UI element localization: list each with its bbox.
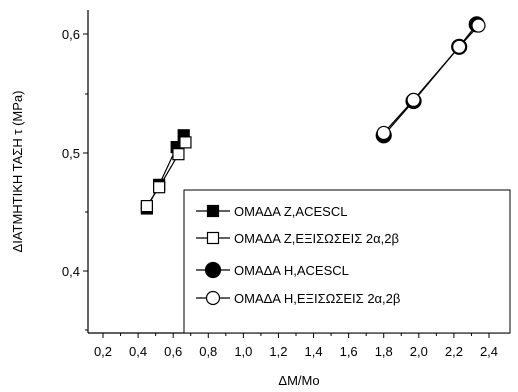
data-point [376,125,391,141]
legend-label: ΟΜΑΔΑ Η,ΕΞΙΣΩΣΕΙΣ 2α,2β [234,291,400,306]
legend-label: ΟΜΑΔΑ Ζ,ΕΞΙΣΩΣΕΙΣ 2α,2β [234,231,399,246]
x-tick-label: 2,2 [445,344,463,359]
legend-marker [206,204,220,218]
series-line [383,25,479,134]
data-point [153,181,166,194]
legend-label: ΟΜΑΔΑ Ζ,ACESCL [234,204,347,219]
y-ticks: 0,4 0,5 0,6 [62,27,88,331]
legend-marker [205,290,221,306]
x-tick-label: 2,4 [480,344,498,359]
x-tick-label: 0,4 [129,344,147,359]
x-tick-label: 2,0 [410,344,428,359]
legend-box [183,189,511,334]
series-4 [376,18,486,141]
x-tick-label: 1,8 [375,344,393,359]
data-point [140,200,153,213]
legend-label: ΟΜΑΔΑ Η,ACESCL [234,263,349,278]
x-tick-label: 1,2 [269,344,287,359]
series-2 [140,136,192,213]
x-tick-label: 1,4 [305,344,323,359]
series-layer [140,16,486,215]
legend-marker [206,231,220,245]
legend-item: ΟΜΑΔΑ Ζ,ΕΞΙΣΩΣΕΙΣ 2α,2β [196,231,399,246]
x-tick-label: 1,6 [340,344,358,359]
y-tick-label: 0,6 [62,27,80,42]
x-axis-title: ΔM/Mo [278,373,319,388]
legend-item: ΟΜΑΔΑ Η,ΕΞΙΣΩΣΕΙΣ 2α,2β [196,290,400,306]
data-point [179,136,192,149]
x-tick-label: 0,6 [164,344,182,359]
data-point [452,39,467,54]
legend: ΟΜΑΔΑ Ζ,ACESCL ΟΜΑΔΑ Ζ,ΕΞΙΣΩΣΕΙΣ 2α,2β ΟΜΑ… [183,189,511,334]
x-ticks: 0,2 0,4 0,6 0,8 1,0 1,2 1,4 1,6 1,8 2,0 2,2 2,4 [94,333,498,359]
y-tick-label: 0,5 [62,146,80,161]
y-axis-title: ΔΙΑΤΜΗΤΙΚΗ ΤΑΣΗ τ (MPa) [10,91,25,253]
x-tick-label: 1,0 [234,344,252,359]
legend-marker [204,261,222,279]
legend-item: ΟΜΑΔΑ Η,ACESCL [196,261,349,279]
x-tick-label: 0,2 [94,344,112,359]
data-point [406,92,421,108]
x-tick-label: 0,8 [199,344,217,359]
legend-item: ΟΜΑΔΑ Ζ,ACESCL [196,204,347,219]
data-point [172,148,185,161]
y-tick-label: 0,4 [62,264,80,279]
data-point [471,18,486,33]
